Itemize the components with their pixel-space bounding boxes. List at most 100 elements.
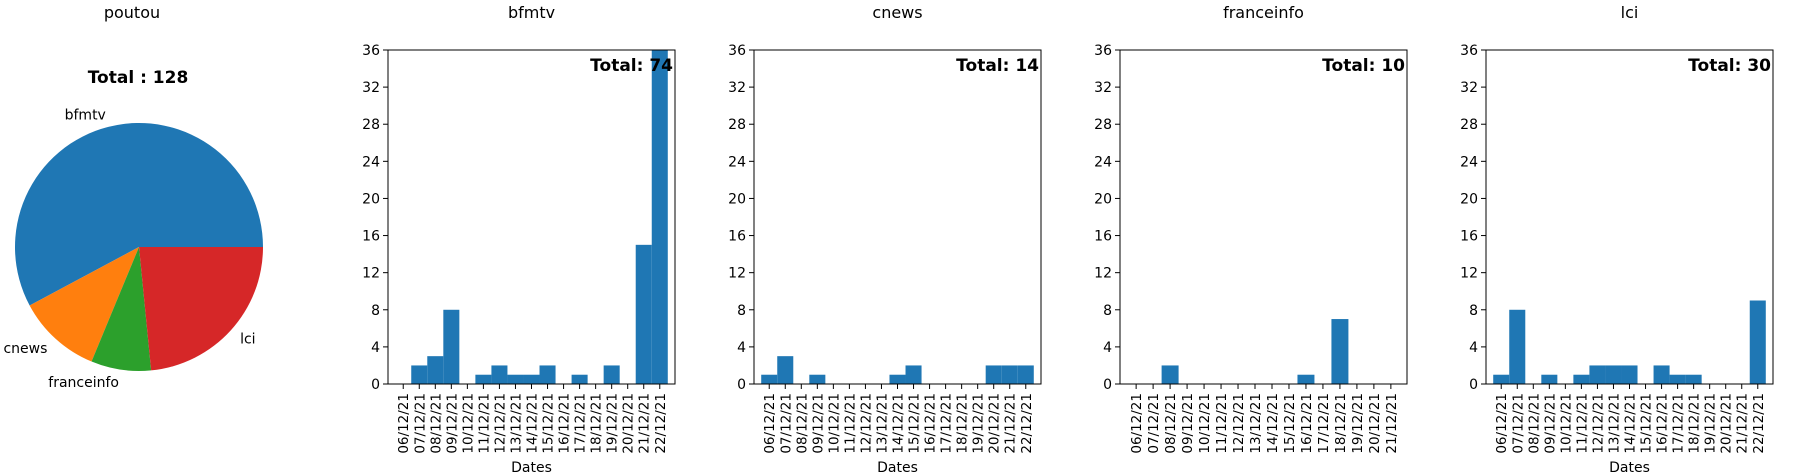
y-tick-label: 4 xyxy=(371,340,380,356)
y-tick-label: 12 xyxy=(728,266,746,282)
x-tick-label: 07/12/21 xyxy=(412,393,428,454)
x-axis-label: Dates xyxy=(877,460,918,475)
x-tick-label: 16/12/21 xyxy=(923,393,939,454)
x-axis: 06/12/21 07/12/21 08/12/21 09/12/21 10/12/21… xyxy=(1494,384,1767,454)
bar-panel-lci: lci 0 4 8 12 16 20 24 28 32 36 06/12/21 07/12/21 08/1… xyxy=(1460,3,1774,475)
bar-15/12/21 xyxy=(539,365,556,384)
x-tick-label: 17/12/21 xyxy=(573,393,589,454)
bar-21/12/21 xyxy=(1001,365,1018,384)
y-tick-label: 4 xyxy=(737,340,746,356)
pie-label-cnews: cnews xyxy=(3,341,47,357)
pie-total-label: Total : 128 xyxy=(88,68,189,88)
panel-title: cnews xyxy=(872,3,922,22)
y-axis: 0 4 8 12 16 20 24 28 32 36 xyxy=(1460,43,1486,393)
pie-slice-franceinfo xyxy=(91,247,152,371)
y-tick-label: 12 xyxy=(1094,266,1112,282)
x-tick-label: 21/12/21 xyxy=(637,393,653,454)
x-tick-label: 08/12/21 xyxy=(794,393,810,454)
x-tick-label: 13/12/21 xyxy=(1606,393,1622,454)
x-tick-label: 19/12/21 xyxy=(605,393,621,454)
x-tick-label: 11/12/21 xyxy=(842,393,858,454)
x-tick-label: 07/12/21 xyxy=(778,393,794,454)
bar-14/12/21 xyxy=(1621,365,1638,384)
y-axis: 0 4 8 12 16 20 24 28 32 36 xyxy=(1094,43,1120,393)
y-tick-label: 36 xyxy=(362,43,380,59)
y-axis: 0 4 8 12 16 20 24 28 32 36 xyxy=(362,43,388,393)
y-tick-label: 24 xyxy=(1460,154,1478,170)
x-tick-label: 06/12/21 xyxy=(762,393,778,454)
x-tick-label: 07/12/21 xyxy=(1510,393,1526,454)
y-tick-label: 12 xyxy=(1460,266,1478,282)
x-tick-label: 19/12/21 xyxy=(1350,393,1366,454)
x-tick-label: 20/12/21 xyxy=(1719,393,1735,454)
y-tick-label: 8 xyxy=(1469,303,1478,319)
y-tick-label: 8 xyxy=(737,303,746,319)
x-axis-label: Dates xyxy=(1609,460,1650,475)
x-tick-label: 14/12/21 xyxy=(891,393,907,454)
x-tick-label: 16/12/21 xyxy=(1299,393,1315,454)
pie-label-lci: lci xyxy=(240,332,255,348)
y-tick-label: 12 xyxy=(362,266,380,282)
x-tick-label: 12/12/21 xyxy=(1231,393,1247,454)
bar-06/12/21 xyxy=(761,374,778,384)
x-tick-label: 15/12/21 xyxy=(1282,393,1298,454)
y-tick-label: 4 xyxy=(1103,340,1112,356)
x-tick-label: 08/12/21 xyxy=(1526,393,1542,454)
y-tick-label: 24 xyxy=(1094,154,1112,170)
x-tick-label: 08/12/21 xyxy=(428,393,444,454)
y-tick-label: 8 xyxy=(371,303,380,319)
bar-19/12/21 xyxy=(603,365,620,384)
bar-14/12/21 xyxy=(889,374,906,384)
x-tick-label: 17/12/21 xyxy=(1316,393,1332,454)
bar-18/12/21 xyxy=(1331,319,1349,384)
x-tick-label: 21/12/21 xyxy=(1735,393,1751,454)
pie-label-bfmtv: bfmtv xyxy=(65,108,106,124)
bar-13/12/21 xyxy=(1605,365,1622,384)
y-tick-label: 32 xyxy=(362,80,380,96)
y-tick-label: 20 xyxy=(728,191,746,207)
x-tick-label: 13/12/21 xyxy=(874,393,890,454)
y-tick-label: 16 xyxy=(1094,229,1112,245)
x-tick-label: 15/12/21 xyxy=(541,393,557,454)
x-tick-label: 22/12/21 xyxy=(1751,393,1767,454)
y-tick-label: 4 xyxy=(1469,340,1478,356)
y-tick-label: 16 xyxy=(362,229,380,245)
y-tick-label: 0 xyxy=(1469,377,1478,393)
x-tick-label: 11/12/21 xyxy=(1214,393,1230,454)
x-tick-label: 14/12/21 xyxy=(1623,393,1639,454)
axes-frame xyxy=(1485,49,1774,385)
panel-title: franceinfo xyxy=(1223,3,1304,22)
x-tick-label: 06/12/21 xyxy=(1494,393,1510,454)
pie-title: poutou xyxy=(104,3,160,22)
panel-title: bfmtv xyxy=(508,3,555,22)
pie-slice-lci xyxy=(139,247,263,371)
bar-12/12/21 xyxy=(491,365,508,384)
y-axis: 0 4 8 12 16 20 24 28 32 36 xyxy=(728,43,754,393)
x-tick-label: 15/12/21 xyxy=(1639,393,1655,454)
bars xyxy=(1161,319,1349,384)
total-annotation: Total: 30 xyxy=(1688,56,1771,76)
x-tick-label: 20/12/21 xyxy=(621,393,637,454)
y-tick-label: 36 xyxy=(1460,43,1478,59)
bar-16/12/21 xyxy=(1297,374,1315,384)
bar-12/12/21 xyxy=(1589,365,1606,384)
x-tick-label: 09/12/21 xyxy=(810,393,826,454)
y-tick-label: 16 xyxy=(1460,229,1478,245)
bar-16/12/21 xyxy=(1653,365,1670,384)
y-tick-label: 24 xyxy=(728,154,746,170)
x-tick-label: 10/12/21 xyxy=(1558,393,1574,454)
bar-20/12/21 xyxy=(985,365,1002,384)
bar-22/12/21 xyxy=(651,50,668,384)
y-tick-label: 0 xyxy=(1103,377,1112,393)
y-tick-label: 32 xyxy=(1094,80,1112,96)
bar-11/12/21 xyxy=(1573,374,1590,384)
y-tick-label: 28 xyxy=(1460,117,1478,133)
y-tick-label: 0 xyxy=(371,377,380,393)
bar-14/12/21 xyxy=(523,374,540,384)
x-tick-label: 07/12/21 xyxy=(1146,393,1162,454)
x-tick-label: 11/12/21 xyxy=(476,393,492,454)
bar-22/12/21 xyxy=(1017,365,1034,384)
x-tick-label: 21/12/21 xyxy=(1003,393,1019,454)
x-tick-label: 11/12/21 xyxy=(1574,393,1590,454)
